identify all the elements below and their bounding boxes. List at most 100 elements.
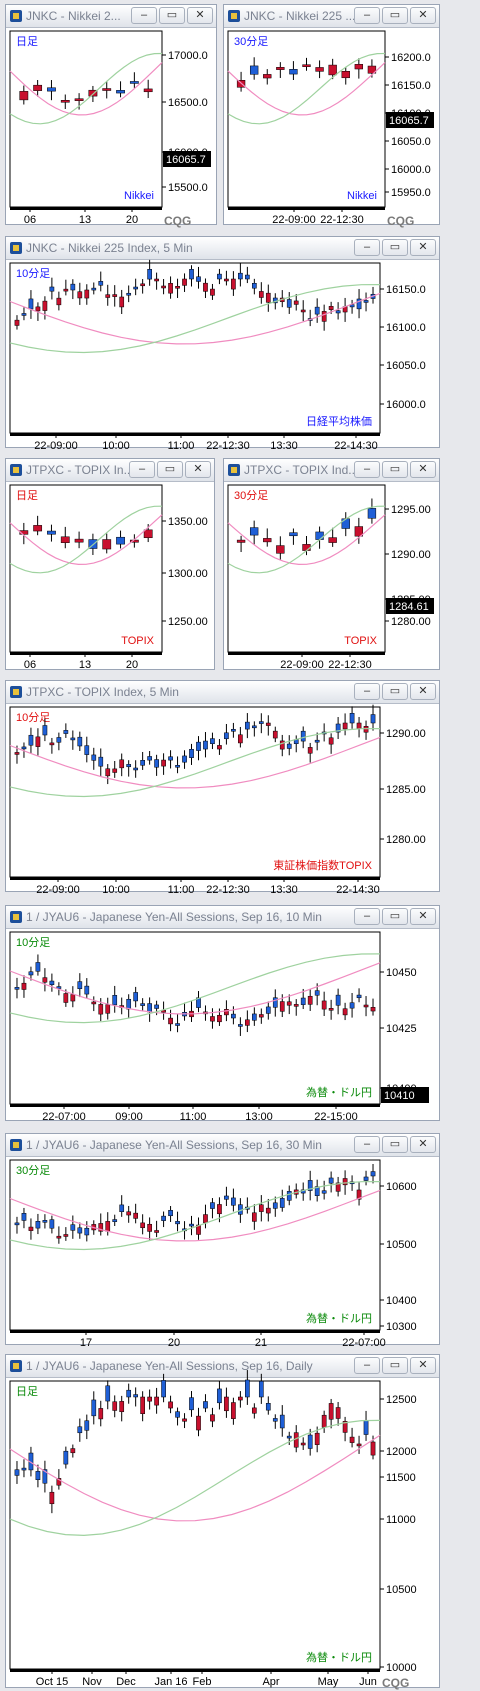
x-tick-label: 22-12:30 <box>328 659 371 671</box>
candle-body <box>154 759 159 768</box>
candle-body <box>168 1210 173 1217</box>
candle-body <box>161 759 166 767</box>
title-bar[interactable]: JTPXC - TOPIX Ind... – ▭ ✕ <box>224 459 439 482</box>
close-button[interactable]: ✕ <box>185 461 211 478</box>
title-bar[interactable]: JNKC - Nikkei 225 ... – ▭ ✕ <box>224 5 439 28</box>
plot-area[interactable] <box>9 484 163 653</box>
chart-window-yen-daily[interactable]: 1 / JYAU6 - Japanese Yen-All Sessions, S… <box>5 1354 440 1690</box>
restore-button[interactable]: ▭ <box>382 7 408 24</box>
chart-window-nikkei-30min[interactable]: JNKC - Nikkei 225 ... – ▭ ✕ 30分足 Nikkei 1620… <box>223 4 440 228</box>
candle-body <box>335 310 341 314</box>
title-bar[interactable]: JNKC - Nikkei 2... – ▭ ✕ <box>6 5 216 28</box>
restore-button[interactable]: ▭ <box>382 908 408 925</box>
candle-body <box>56 1235 62 1239</box>
restore-button[interactable]: ▭ <box>382 683 408 700</box>
candle-body <box>21 313 27 316</box>
moving-average-line <box>9 736 381 789</box>
plot-area[interactable] <box>9 262 381 434</box>
close-button[interactable]: ✕ <box>410 683 436 700</box>
minimize-button[interactable]: – <box>354 239 380 256</box>
chart-plot[interactable]: 30分足Nikkei16200.016150.016100.016050.016… <box>224 27 439 228</box>
plot-area[interactable] <box>9 931 381 1105</box>
close-button[interactable]: ✕ <box>410 1357 436 1374</box>
x-tick-label: Jun <box>359 1676 377 1688</box>
candle-body <box>91 1399 97 1417</box>
candle-body <box>356 298 362 310</box>
candle-body <box>175 286 180 289</box>
close-button[interactable]: ✕ <box>410 7 436 24</box>
candle-body <box>363 1176 369 1181</box>
title-bar[interactable]: 1 / JYAU6 - Japanese Yen-All Sessions, S… <box>6 1134 439 1157</box>
minimize-button[interactable]: – <box>354 461 380 478</box>
close-button[interactable]: ✕ <box>187 7 213 24</box>
title-bar[interactable]: JTPXC - TOPIX In... – ▭ ✕ <box>6 459 214 482</box>
candle-body <box>147 756 152 761</box>
plot-area[interactable] <box>9 706 381 878</box>
candle-body <box>35 962 41 972</box>
plot-area[interactable] <box>227 484 386 653</box>
time-bar <box>10 1104 380 1107</box>
candle-body <box>56 1478 62 1486</box>
chart-window-nikkei-daily[interactable]: JNKC - Nikkei 2... – ▭ ✕ 日足 Nikkei 17000.0 16… <box>5 4 217 228</box>
restore-button[interactable]: ▭ <box>382 1357 408 1374</box>
minimize-button[interactable]: – <box>354 908 380 925</box>
candle-body <box>168 756 173 761</box>
restore-button[interactable]: ▭ <box>382 239 408 256</box>
candle-body <box>265 1207 271 1214</box>
close-button[interactable]: ✕ <box>410 1136 436 1153</box>
restore-button[interactable]: ▭ <box>382 461 408 478</box>
candle-body <box>133 286 139 290</box>
candle-body <box>245 721 250 730</box>
chart-window-yen-30min[interactable]: 1 / JYAU6 - Japanese Yen-All Sessions, S… <box>5 1133 440 1349</box>
close-button[interactable]: ✕ <box>410 461 436 478</box>
candle-body <box>349 713 355 724</box>
minimize-button[interactable]: – <box>354 1357 380 1374</box>
candle-body <box>49 1491 55 1505</box>
chart-plot[interactable]: 10分足為替・ドル円10450104251040022-07:0009:0011… <box>6 928 439 1123</box>
candle-body <box>175 1221 180 1225</box>
candle-body <box>328 1008 334 1011</box>
candle-body <box>147 1003 152 1013</box>
candle-body <box>140 1396 145 1414</box>
chart-window-nikkei-5min[interactable]: JNKC - Nikkei 225 Index, 5 Min – ▭ ✕ 10分足日… <box>5 236 440 452</box>
minimize-button[interactable]: – <box>129 461 155 478</box>
y-tick-label: 10300 <box>386 1321 417 1333</box>
title-bar[interactable]: 1 / JYAU6 - Japanese Yen-All Sessions, S… <box>6 906 439 929</box>
x-tick-label: 22-15:00 <box>314 1111 357 1123</box>
minimize-button[interactable]: – <box>354 1136 380 1153</box>
chart-window-yen-10min[interactable]: 1 / JYAU6 - Japanese Yen-All Sessions, S… <box>5 905 440 1123</box>
close-button[interactable]: ✕ <box>410 908 436 925</box>
title-bar[interactable]: JTPXC - TOPIX Index, 5 Min – ▭ ✕ <box>6 681 439 704</box>
candle-body <box>300 730 306 742</box>
minimize-button[interactable]: – <box>354 683 380 700</box>
window-title: JNKC - Nikkei 225 ... <box>244 9 356 23</box>
candle-body <box>307 747 313 754</box>
plot-area[interactable] <box>9 1380 381 1670</box>
title-bar[interactable]: JNKC - Nikkei 225 Index, 5 Min – ▭ ✕ <box>6 237 439 260</box>
plot-area[interactable] <box>9 30 163 208</box>
candle-body <box>154 278 159 282</box>
chart-window-topix-30min[interactable]: JTPXC - TOPIX Ind... – ▭ ✕ 30分足 TOPIX 1295.0… <box>223 458 440 671</box>
chart-plot[interactable]: 日足Nikkei17000.016500.016000.015500.00613… <box>6 27 216 228</box>
chart-window-topix-5min[interactable]: JTPXC - TOPIX Index, 5 Min – ▭ ✕ 10分足 東証株価指… <box>5 680 440 896</box>
restore-button[interactable]: ▭ <box>382 1136 408 1153</box>
chart-window-topix-daily[interactable]: JTPXC - TOPIX In... – ▭ ✕ 日足 TOPIX 1350.00 13… <box>5 458 215 671</box>
y-tick-label: 16000.0 <box>386 399 426 411</box>
chart-plot[interactable]: 日足 TOPIX 1350.00 1300.00 1250.00 06 13 20 <box>6 481 214 671</box>
close-button[interactable]: ✕ <box>410 239 436 256</box>
minimize-button[interactable]: – <box>354 7 380 24</box>
candle-body <box>224 1009 229 1016</box>
moving-average-line <box>227 514 386 566</box>
title-bar[interactable]: 1 / JYAU6 - Japanese Yen-All Sessions, S… <box>6 1355 439 1378</box>
minimize-button[interactable]: – <box>131 7 157 24</box>
candle-body <box>14 319 20 326</box>
restore-button[interactable]: ▭ <box>159 7 185 24</box>
y-tick-label: 17000.0 <box>168 50 208 62</box>
chart-plot[interactable]: 30分足TOPIX1295.001290.001285.001280.0022-… <box>224 481 439 671</box>
restore-button[interactable]: ▭ <box>157 461 183 478</box>
app-icon <box>10 464 22 476</box>
